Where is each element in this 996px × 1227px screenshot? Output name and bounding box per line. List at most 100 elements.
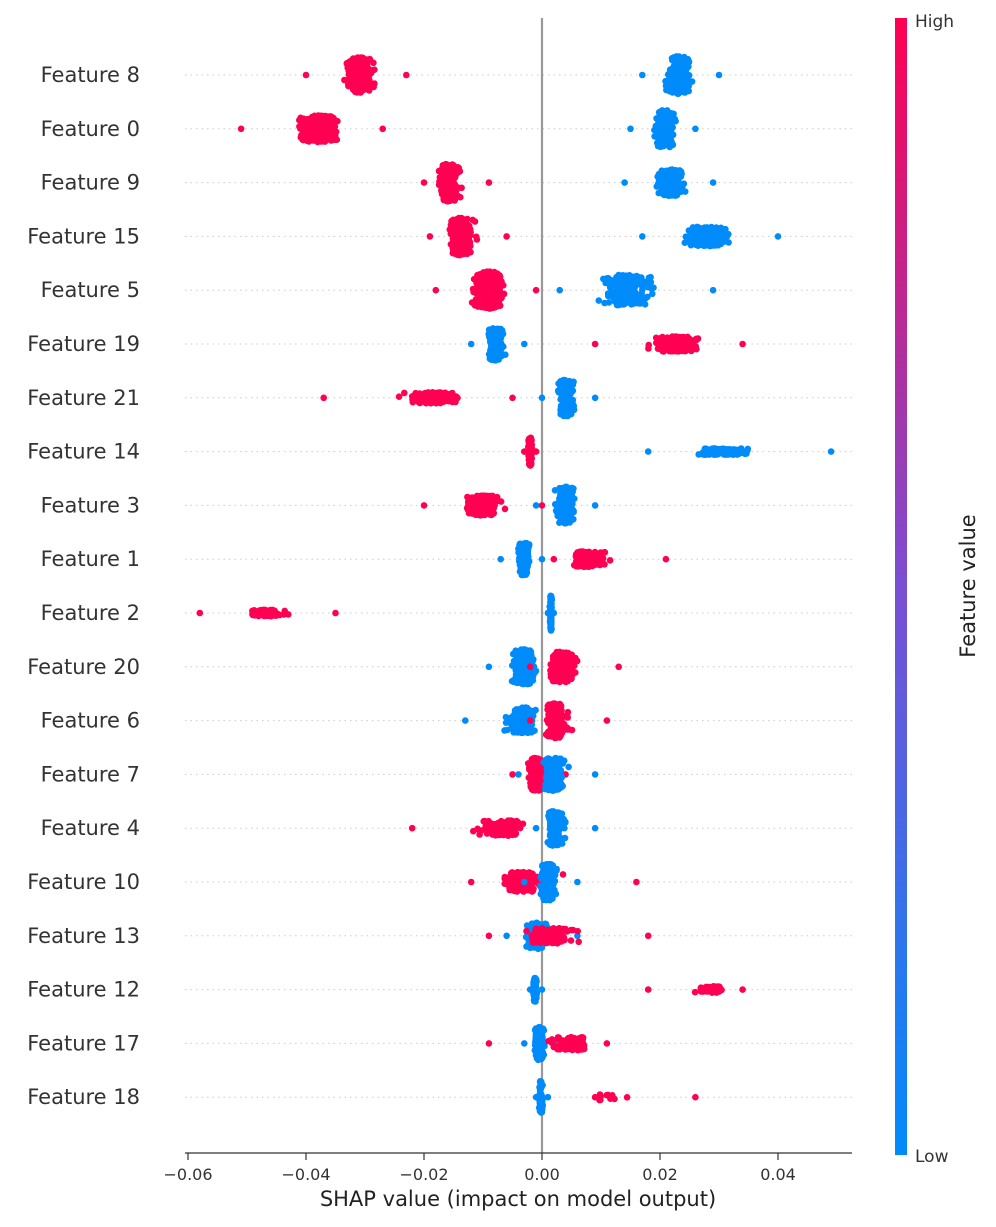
- data-point: [679, 55, 687, 63]
- data-point: [503, 233, 510, 240]
- data-point: [709, 286, 717, 294]
- data-point: [739, 340, 746, 348]
- data-point: [670, 339, 678, 347]
- data-point: [474, 502, 482, 509]
- data-point: [354, 60, 361, 67]
- data-point: [467, 248, 474, 256]
- data-point: [449, 249, 457, 257]
- data-point: [551, 487, 559, 494]
- data-point: [657, 143, 664, 151]
- data-point: [514, 723, 521, 730]
- data-point: [679, 67, 686, 75]
- data-point: [371, 66, 378, 73]
- data-point: [659, 177, 667, 185]
- data-point: [441, 170, 449, 177]
- data-point: [518, 558, 526, 566]
- data-point: [321, 126, 329, 134]
- data-point: [497, 350, 504, 358]
- data-point: [478, 279, 485, 287]
- data-point: [669, 141, 677, 149]
- data-point: [550, 555, 558, 563]
- data-point: [827, 448, 835, 455]
- data-point: [521, 655, 528, 663]
- data-point: [619, 278, 626, 285]
- data-point: [701, 242, 708, 249]
- data-point: [639, 71, 646, 79]
- data-point: [403, 71, 410, 79]
- data-point: [334, 117, 341, 125]
- data-point: [548, 704, 556, 711]
- data-point: [480, 269, 488, 277]
- data-point: [469, 216, 477, 224]
- data-point: [497, 555, 505, 563]
- data-point: [302, 71, 310, 79]
- data-point: [492, 357, 499, 364]
- data-point: [465, 236, 473, 243]
- data-point: [557, 402, 565, 410]
- data-point: [563, 488, 570, 496]
- data-point: [566, 519, 573, 526]
- data-point: [468, 496, 476, 504]
- data-point: [512, 706, 520, 714]
- data-point: [685, 63, 692, 70]
- data-point: [478, 303, 485, 311]
- data-point: [708, 227, 716, 235]
- data-point: [712, 238, 719, 246]
- data-point: [663, 111, 671, 118]
- data-point: [498, 345, 505, 353]
- data-point: [630, 292, 638, 299]
- data-point: [666, 134, 673, 141]
- row-guidelines: [185, 74, 852, 1098]
- data-point: [458, 246, 465, 253]
- data-point: [645, 274, 653, 282]
- data-point: [519, 571, 526, 578]
- data-point: [454, 184, 461, 191]
- data-point: [689, 343, 696, 351]
- data-point: [486, 271, 494, 279]
- data-point: [487, 494, 494, 502]
- data-point: [456, 168, 464, 175]
- data-point: [666, 126, 674, 133]
- data-point: [527, 656, 535, 663]
- data-point: [454, 237, 461, 244]
- data-point: [685, 72, 693, 79]
- data-point: [296, 123, 303, 130]
- data-point: [561, 494, 569, 502]
- data-point: [641, 294, 649, 302]
- data-point: [593, 561, 601, 568]
- data-point: [552, 667, 560, 674]
- data-point: [714, 445, 721, 453]
- data-point: [774, 233, 782, 240]
- data-point: [314, 126, 321, 133]
- data-point: [493, 496, 501, 504]
- data-point: [350, 55, 357, 62]
- data-point: [645, 341, 652, 349]
- data-point: [591, 340, 599, 348]
- data-point: [196, 609, 204, 617]
- data-point: [601, 561, 608, 568]
- data-point: [715, 71, 723, 79]
- data-point: [521, 726, 529, 733]
- data-point: [721, 237, 729, 244]
- data-point: [524, 648, 531, 655]
- data-point: [538, 502, 546, 509]
- data-point: [457, 193, 464, 201]
- data-point: [553, 657, 561, 664]
- data-point: [462, 717, 469, 724]
- data-point: [260, 608, 267, 615]
- data-point: [315, 112, 322, 119]
- data-point: [297, 114, 304, 122]
- data-point: [685, 57, 692, 65]
- data-point: [409, 398, 417, 406]
- data-point: [557, 410, 565, 417]
- data-point: [451, 189, 458, 196]
- data-point: [682, 342, 690, 350]
- data-point: [532, 286, 540, 294]
- data-point: [595, 555, 603, 562]
- data-point: [331, 123, 339, 130]
- data-point: [486, 510, 494, 517]
- data-point: [501, 505, 509, 513]
- data-point: [695, 451, 702, 458]
- data-point: [741, 450, 749, 458]
